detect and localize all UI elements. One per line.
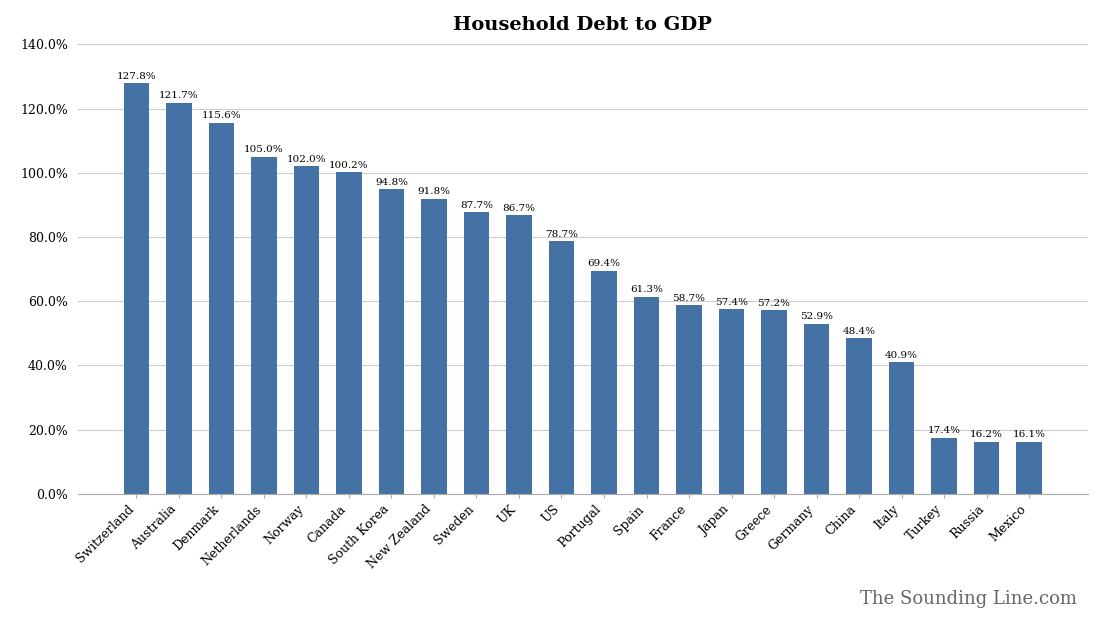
Text: 69.4%: 69.4% <box>587 260 620 268</box>
Text: 40.9%: 40.9% <box>885 351 918 360</box>
Text: 121.7%: 121.7% <box>159 92 199 101</box>
Bar <box>548 241 574 494</box>
Bar <box>889 363 915 494</box>
Text: 87.7%: 87.7% <box>460 201 493 210</box>
Text: 48.4%: 48.4% <box>842 327 876 335</box>
Bar <box>1017 442 1042 494</box>
Bar <box>294 166 320 494</box>
Text: 127.8%: 127.8% <box>117 72 157 81</box>
Bar <box>592 271 617 494</box>
Bar <box>336 172 362 494</box>
Text: 61.3%: 61.3% <box>630 285 663 294</box>
Text: 115.6%: 115.6% <box>202 111 241 120</box>
Text: 94.8%: 94.8% <box>375 178 408 187</box>
Text: 100.2%: 100.2% <box>330 161 369 170</box>
Text: 105.0%: 105.0% <box>244 145 284 154</box>
Bar <box>634 297 659 494</box>
Bar <box>166 103 192 494</box>
Bar <box>719 310 745 494</box>
Bar <box>931 438 957 494</box>
Text: 57.2%: 57.2% <box>757 299 790 308</box>
Bar <box>804 324 829 494</box>
Bar <box>379 189 404 494</box>
Text: 86.7%: 86.7% <box>503 204 535 213</box>
Text: 57.4%: 57.4% <box>715 298 748 307</box>
Text: 91.8%: 91.8% <box>417 187 451 196</box>
Text: 17.4%: 17.4% <box>928 426 960 436</box>
Bar <box>846 339 871 494</box>
Text: 78.7%: 78.7% <box>545 230 578 239</box>
Bar <box>123 84 149 494</box>
Bar <box>421 199 446 494</box>
Title: Household Debt to GDP: Household Debt to GDP <box>453 16 713 34</box>
Bar <box>761 310 787 494</box>
Bar <box>209 123 234 494</box>
Bar <box>464 212 490 494</box>
Text: 52.9%: 52.9% <box>800 312 834 322</box>
Text: The Sounding Line.com: The Sounding Line.com <box>860 590 1077 608</box>
Bar <box>973 442 999 494</box>
Bar <box>506 215 532 494</box>
Text: 58.7%: 58.7% <box>673 294 706 303</box>
Bar <box>251 156 276 494</box>
Text: 16.1%: 16.1% <box>1012 430 1046 439</box>
Text: 102.0%: 102.0% <box>286 154 326 164</box>
Bar <box>676 305 702 494</box>
Text: 16.2%: 16.2% <box>970 430 1003 439</box>
